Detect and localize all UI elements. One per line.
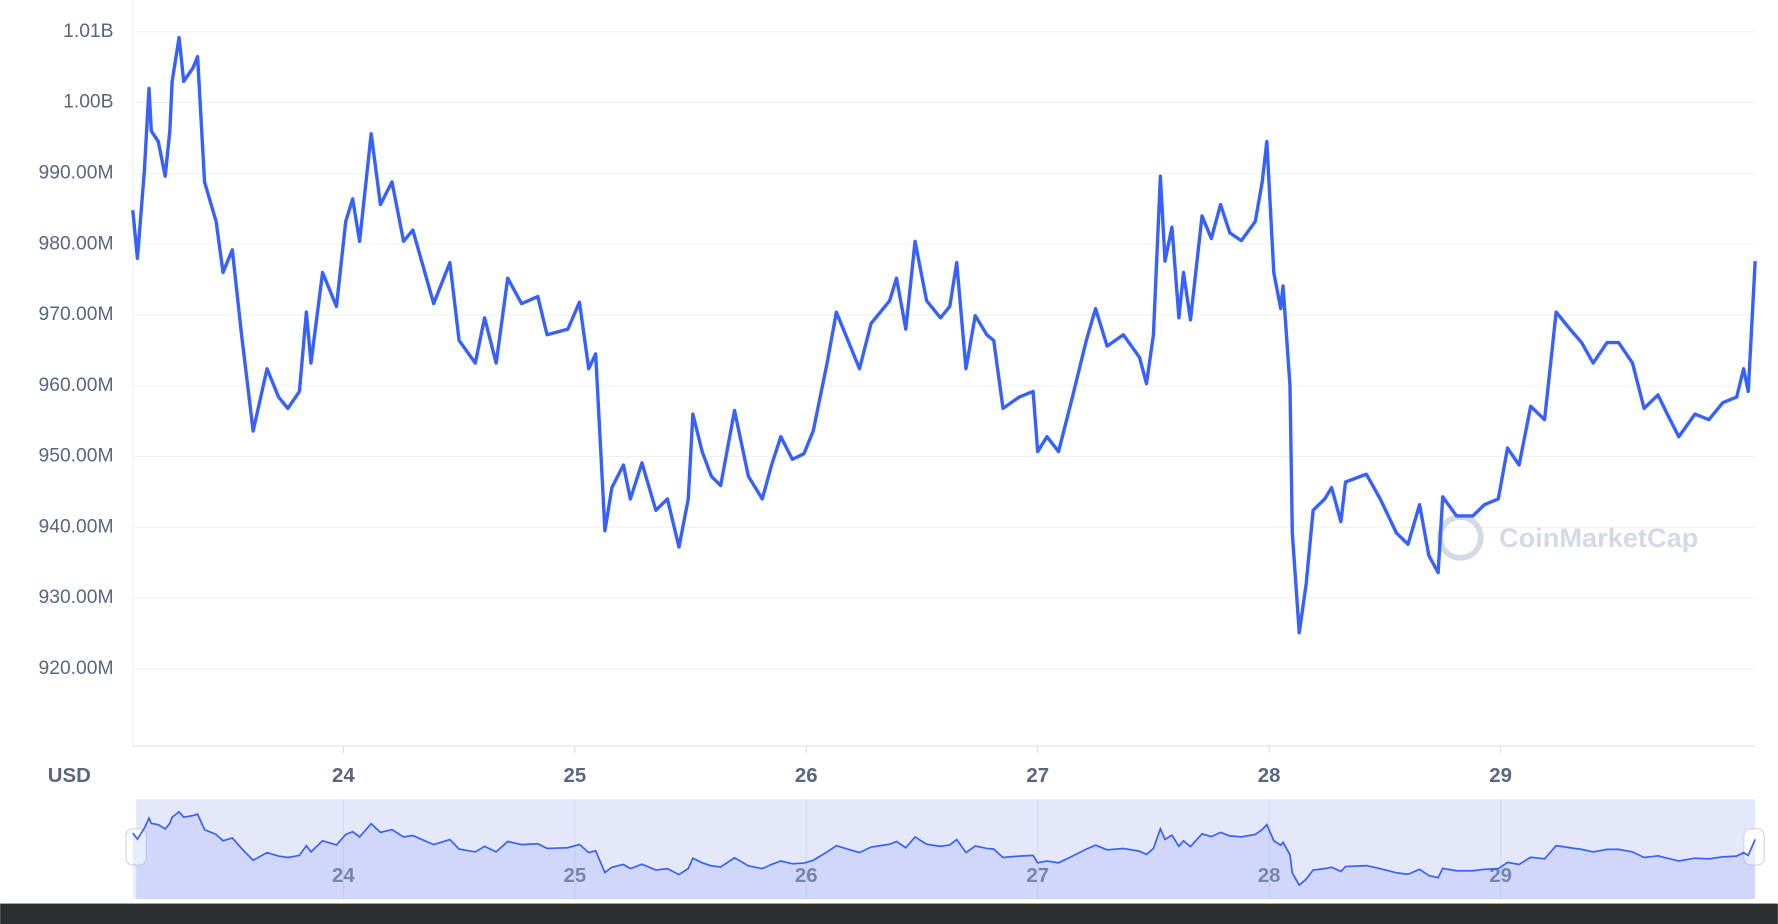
y-tick-label: 970.00M — [39, 304, 114, 325]
navigator-tick-label: 27 — [1026, 865, 1049, 887]
navigator-tick-label: 25 — [563, 865, 586, 887]
navigator-tick-label: 24 — [332, 865, 355, 887]
navigator-line — [132, 810, 1756, 887]
x-tick-label: 28 — [1258, 765, 1281, 787]
navigator-tick-label: 26 — [795, 865, 818, 887]
y-tick-label: 990.00M — [39, 163, 114, 184]
x-tick-label: 25 — [563, 765, 586, 787]
y-tick-label: 930.00M — [39, 587, 114, 608]
y-tick-label: 1.00B — [63, 92, 113, 113]
footer-bar — [0, 903, 1778, 924]
x-tick-label: 26 — [795, 765, 818, 787]
y-tick-label: 1.01B — [63, 21, 113, 42]
navigator-handle-left[interactable] — [125, 828, 147, 866]
navigator-tick-label: 29 — [1489, 865, 1512, 887]
watermark-text: CoinMarketCap — [1499, 522, 1698, 553]
x-tick-label: 24 — [332, 765, 355, 787]
navigator-window[interactable] — [136, 799, 1756, 900]
watermark: CoinMarketCap — [1437, 514, 1698, 561]
navigator-handle-right[interactable] — [1743, 828, 1765, 866]
y-tick-label: 980.00M — [39, 233, 114, 254]
navigator-tick-label: 28 — [1258, 865, 1281, 887]
navigator-area — [132, 811, 1756, 900]
x-tick-label: 29 — [1489, 765, 1512, 787]
y-tick-label: 950.00M — [39, 446, 114, 467]
y-tick-label: 920.00M — [39, 658, 114, 679]
price-line — [131, 35, 1757, 635]
x-tick-label: 27 — [1026, 765, 1049, 787]
y-tick-label: 940.00M — [39, 516, 114, 537]
x-unit-label: USD — [48, 765, 91, 787]
y-tick-label: 960.00M — [39, 375, 114, 396]
